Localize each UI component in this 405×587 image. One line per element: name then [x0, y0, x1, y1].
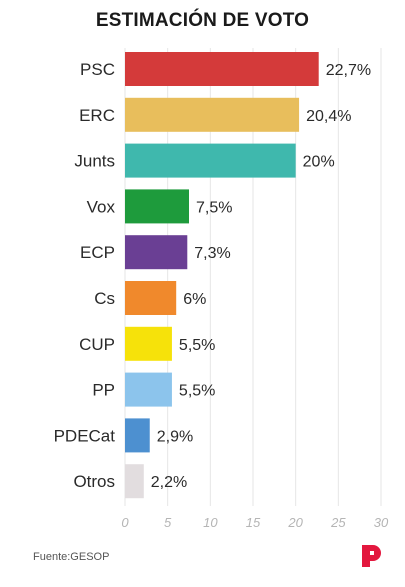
value-label: 20%	[303, 154, 335, 171]
bar	[125, 372, 172, 407]
bar	[125, 189, 189, 224]
chart-title: ESTIMACIÓN DE VOTO	[95, 10, 310, 31]
value-label: 2,9%	[157, 428, 193, 445]
bar	[125, 235, 188, 270]
category-label: Cs	[94, 289, 115, 308]
category-label: Junts	[74, 152, 115, 171]
x-tick-label: 25	[330, 515, 346, 530]
value-label: 7,3%	[194, 245, 230, 262]
category-label: ERC	[79, 106, 115, 125]
value-label: 5,5%	[179, 383, 215, 400]
x-tick-label: 20	[287, 515, 303, 530]
publico-p-logo-icon	[362, 545, 381, 567]
x-tick-label: 30	[374, 515, 389, 530]
category-label: PSC	[80, 60, 115, 79]
value-label: 7,5%	[196, 199, 232, 216]
bar	[125, 97, 300, 132]
category-label: CUP	[79, 335, 115, 354]
bar	[125, 52, 319, 86]
value-label: 2,2%	[151, 474, 187, 491]
labels: PSC 22,7% ERC 20,4% Junts 20% Vox 7,5% ECP 7,3% Cs…	[54, 60, 372, 491]
x-tick-label: 0	[121, 515, 129, 530]
x-tick-label: 15	[246, 515, 261, 530]
category-label: Otros	[73, 472, 115, 491]
bar	[125, 418, 150, 453]
category-label: PDECat	[54, 426, 116, 445]
category-label: ECP	[80, 243, 115, 262]
bars	[125, 52, 319, 499]
category-label: Vox	[87, 197, 116, 216]
bar	[125, 464, 144, 499]
value-label: 20,4%	[306, 108, 351, 125]
bar	[125, 326, 172, 361]
bar	[125, 143, 296, 178]
value-label: 22,7%	[326, 62, 371, 79]
x-tick-label: 10	[203, 515, 218, 530]
value-label: 5,5%	[179, 337, 215, 354]
source-note: Fuente:GESOP	[33, 551, 110, 563]
bar	[125, 281, 177, 315]
value-label: 6%	[183, 291, 206, 308]
x-tick-label: 5	[164, 515, 172, 530]
x-axis-ticks: 0 5 10 15 20 25 30	[121, 515, 389, 530]
category-label: PP	[92, 381, 115, 400]
